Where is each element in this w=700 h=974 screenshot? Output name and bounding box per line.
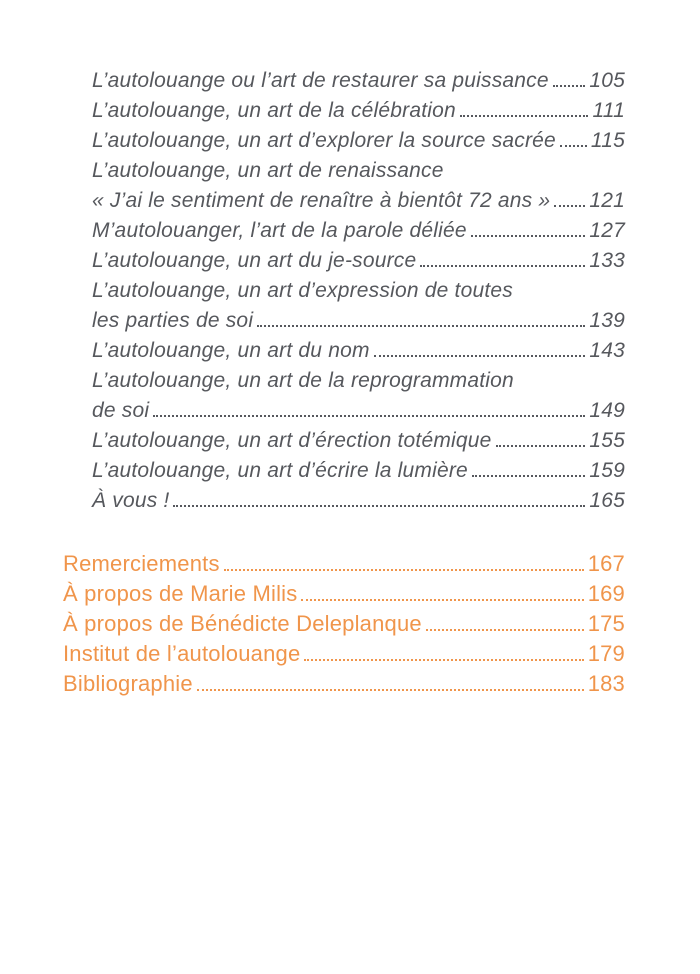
toc-entry-page-number: 165	[589, 489, 625, 512]
toc-entry: L’autolouange, un art du je-source 133	[92, 249, 625, 279]
toc-entry-label: Remerciements	[63, 551, 220, 576]
toc-entry: L’autolouange, un art d’écrire la lumièr…	[92, 459, 625, 489]
dot-leader	[173, 489, 586, 507]
toc-entry: À propos de Marie Milis 169	[63, 581, 625, 611]
toc-entry-page-number: 105	[589, 69, 625, 92]
toc-entry: L’autolouange, un art de la reprogrammat…	[92, 369, 625, 399]
toc-entry: L’autolouange, un art d’érection totémiq…	[92, 429, 625, 459]
toc-entry-label: « J’ai le sentiment de renaître à bientô…	[92, 189, 551, 212]
toc-entry: L’autolouange ou l’art de restaurer sa p…	[92, 69, 625, 99]
toc-entry: Institut de l’autolouange 179	[63, 641, 625, 671]
toc-chapter-subsection: L’autolouange ou l’art de restaurer sa p…	[92, 69, 625, 519]
toc-entry-page-number: 149	[589, 399, 625, 422]
toc-entry-label: À propos de Marie Milis	[63, 581, 298, 606]
dot-leader	[196, 673, 584, 691]
toc-entry: M’autolouanger, l’art de la parole délié…	[92, 219, 625, 249]
dot-leader	[495, 429, 586, 447]
dot-leader	[470, 219, 586, 237]
toc-entry-label: À vous !	[92, 489, 170, 512]
toc-entry: L’autolouange, un art d’explorer la sour…	[92, 129, 625, 159]
toc-entry: Remerciements 167	[63, 551, 625, 581]
toc-entry-page-number: 179	[587, 641, 625, 666]
toc-entry-label: Bibliographie	[63, 671, 193, 696]
dot-leader	[471, 459, 586, 477]
toc-entry-label: M’autolouanger, l’art de la parole délié…	[92, 219, 467, 242]
dot-leader	[301, 583, 584, 601]
toc-entry-label: À propos de Bénédicte Deleplanque	[63, 611, 422, 636]
dot-leader	[420, 249, 586, 267]
dot-leader	[373, 339, 586, 357]
toc-entry-label: Institut de l’autolouange	[63, 641, 301, 666]
dot-leader	[223, 553, 584, 571]
toc-entry-page-number: 169	[587, 581, 625, 606]
toc-entry: L’autolouange, un art du nom 143	[92, 339, 625, 369]
toc-entry-label: de soi	[92, 399, 150, 422]
dot-leader	[559, 129, 587, 147]
toc-entry-page-number: 133	[589, 249, 625, 272]
toc-entry: « J’ai le sentiment de renaître à bientô…	[92, 189, 625, 219]
toc-entry: L’autolouange, un art d’expression de to…	[92, 279, 625, 309]
toc-entry: les parties de soi 139	[92, 309, 625, 339]
toc-entry-page-number: 175	[587, 611, 625, 636]
toc-entry-page-number: 111	[592, 99, 625, 122]
toc-entry-label: L’autolouange, un art de la reprogrammat…	[92, 369, 514, 392]
toc-entry: À vous ! 165	[92, 489, 625, 519]
toc-entry-page-number: 183	[587, 671, 625, 696]
dot-leader	[554, 189, 586, 207]
toc-entry: L’autolouange, un art de renaissance	[92, 159, 625, 189]
toc-entry-label: L’autolouange ou l’art de restaurer sa p…	[92, 69, 549, 92]
toc-entry: L’autolouange, un art de la célébration …	[92, 99, 625, 129]
toc-entry-label: L’autolouange, un art d’explorer la sour…	[92, 129, 556, 152]
toc-entry-page-number: 155	[589, 429, 625, 452]
dot-leader	[153, 399, 586, 417]
toc-entry-label: les parties de soi	[92, 309, 254, 332]
toc-back-matter-section: Remerciements 167 À propos de Marie Mili…	[63, 551, 625, 701]
dot-leader	[552, 69, 586, 87]
toc-entry: Bibliographie 183	[63, 671, 625, 701]
toc-entry-label: L’autolouange, un art du je-source	[92, 249, 417, 272]
toc-entry-label: L’autolouange, un art d’expression de to…	[92, 279, 513, 302]
toc-entry: À propos de Bénédicte Deleplanque 175	[63, 611, 625, 641]
toc-entry-page-number: 159	[589, 459, 625, 482]
toc-entry-label: L’autolouange, un art d’érection totémiq…	[92, 429, 492, 452]
dot-leader	[459, 99, 589, 117]
toc-entry-label: L’autolouange, un art d’écrire la lumièr…	[92, 459, 468, 482]
dot-leader	[304, 643, 584, 661]
toc-entry-label: L’autolouange, un art du nom	[92, 339, 370, 362]
dot-leader	[257, 309, 586, 327]
dot-leader	[425, 613, 584, 631]
toc-entry-page-number: 121	[589, 189, 625, 212]
toc-entry-page-number: 139	[589, 309, 625, 332]
toc-entry-page-number: 115	[590, 129, 625, 152]
toc-entry-page-number: 127	[589, 219, 625, 242]
toc-entry-page-number: 143	[589, 339, 625, 362]
toc-entry: de soi 149	[92, 399, 625, 429]
toc-entry-page-number: 167	[587, 551, 625, 576]
toc-entry-label: L’autolouange, un art de renaissance	[92, 159, 444, 182]
toc-entry-label: L’autolouange, un art de la célébration	[92, 99, 456, 122]
